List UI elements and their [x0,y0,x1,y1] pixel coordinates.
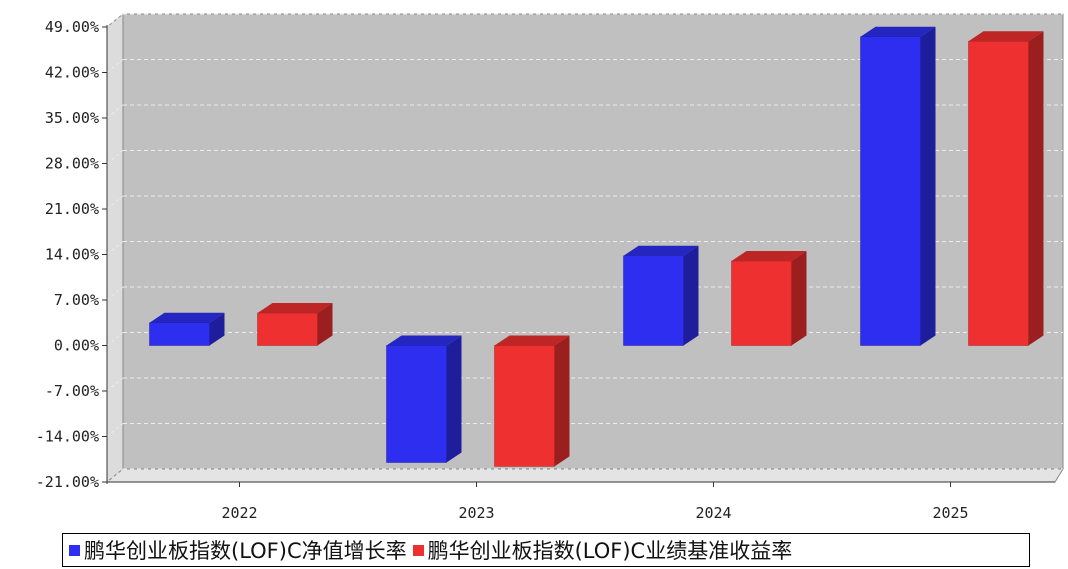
bar-chart: 49.00% 42.00% 35.00% 28.00% 21.00% 14.00% 7.00… [36,12,1064,522]
x-tick-label: 2025 [932,504,968,522]
y-tick-label: 21.00% [45,200,99,218]
bar-front [623,255,684,346]
bar-top [968,31,1044,42]
y-axis: 49.00% 42.00% 35.00% 28.00% 21.00% 14.00% 7.00… [36,18,108,491]
bar-front [494,345,555,467]
floor [105,468,1064,483]
legend-item-nav-growth: 鹏华创业板指数(LOF)C净值增长率 [69,535,407,565]
bar [149,312,225,346]
bars [149,26,1044,467]
legend-label-benchmark: 鹏华创业板指数(LOF)C业绩基准收益率 [427,539,793,563]
bar-front [149,322,210,346]
bar-side [446,335,462,463]
bar-side [209,312,225,346]
bar-front [968,41,1029,346]
y-tick-label: 42.00% [45,64,99,82]
y-tick-label: 14.00% [45,246,99,264]
bar-front [257,312,318,346]
bar-side [1028,31,1044,346]
bar [968,31,1044,346]
y-tick-label: 0.00% [54,337,99,355]
bar [494,335,570,467]
y-tick-label: -7.00% [45,382,99,400]
bar-top [257,303,333,313]
y-tick-label: 7.00% [54,291,99,309]
bar-side [554,335,570,467]
legend-swatch-red [412,544,424,556]
x-tick-label: 2024 [695,504,731,522]
y-tick-label: 49.00% [45,18,99,36]
bar [386,335,462,463]
legend-item-benchmark: 鹏华创业板指数(LOF)C业绩基准收益率 [412,535,793,565]
bar-side [317,303,333,346]
legend-swatch-blue [69,544,80,556]
bar-top [860,26,936,37]
y-tick-label: 28.00% [45,155,99,173]
bar-top [623,245,699,256]
x-tick-label: 2023 [458,504,494,522]
legend-label-nav-growth: 鹏华创业板指数(LOF)C净值增长率 [84,539,407,563]
bar-top [494,335,570,346]
bar-side [791,251,807,346]
bar [257,303,333,346]
grid-lines [106,13,1063,483]
bar [623,245,699,346]
bar-side [920,26,936,346]
x-tick-label: 2022 [221,504,257,522]
bar-side [683,245,699,346]
bar-top [149,312,225,323]
bar [731,251,807,346]
left-wall [106,12,124,484]
x-axis: 2022 2023 2024 2025 [107,481,1055,522]
y-tick-label: -14.00% [36,428,99,446]
bar-front [860,36,921,346]
bar [860,26,936,346]
bar-front [731,260,792,346]
bar-top [386,335,462,346]
legend: 鹏华创业板指数(LOF)C净值增长率 鹏华创业板指数(LOF)C业绩基准收益率 [62,533,1030,567]
y-tick-label: 35.00% [45,109,99,127]
bar-front [386,345,447,463]
y-tick-label: -21.00% [36,473,99,491]
bar-top [731,251,807,261]
